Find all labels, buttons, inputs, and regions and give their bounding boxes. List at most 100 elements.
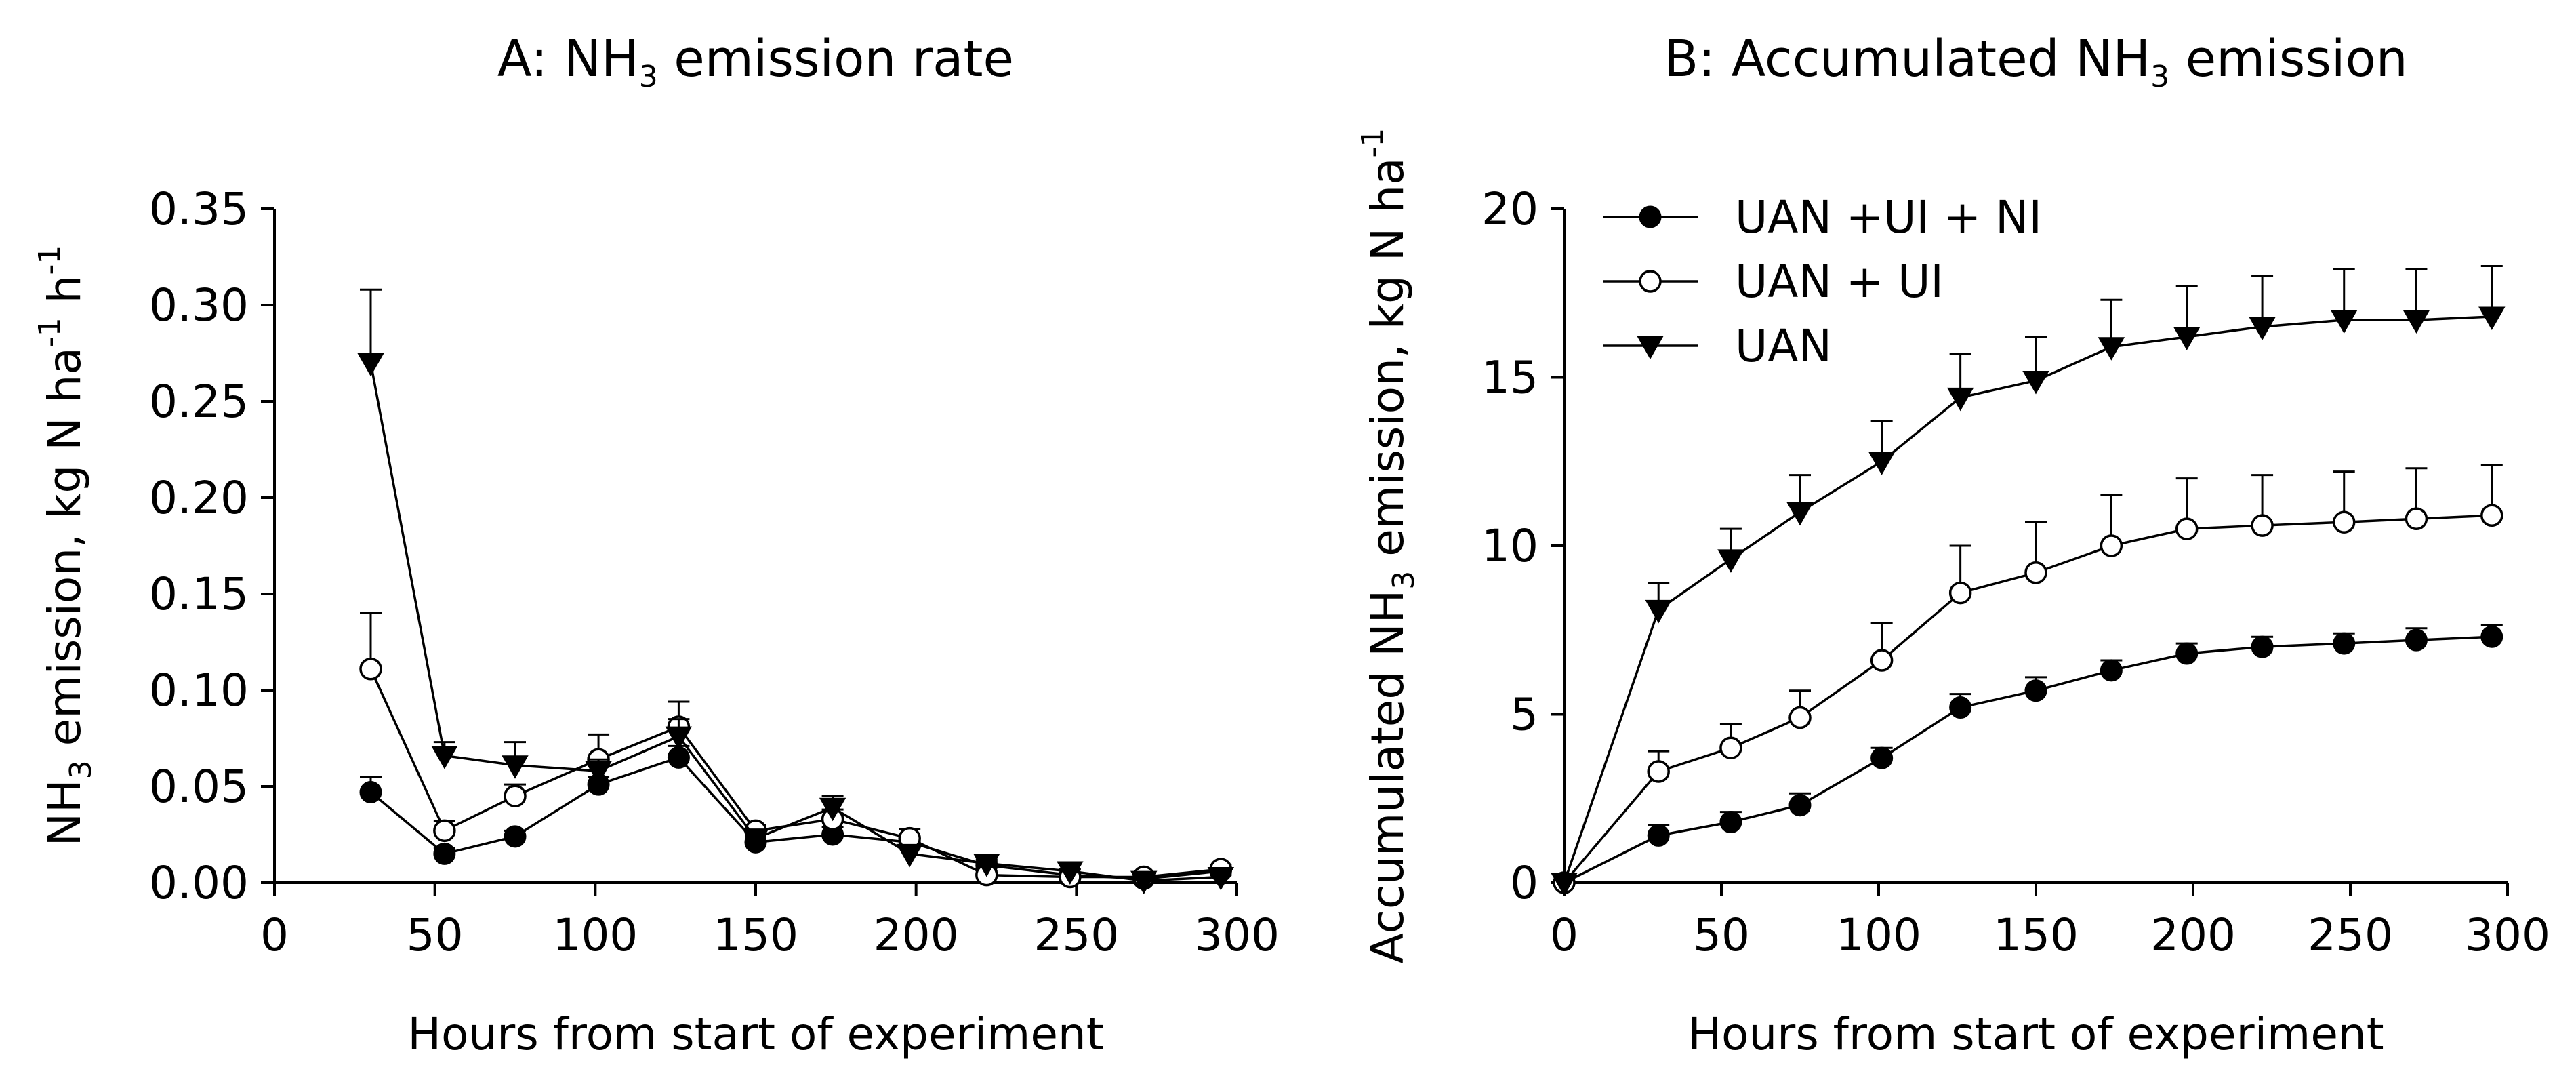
data-point — [2478, 306, 2506, 331]
data-point — [2024, 679, 2047, 702]
data-point — [1647, 824, 1670, 847]
text-part: emission rate — [658, 30, 1014, 88]
legend-marker — [1637, 336, 1664, 360]
y-axis-title: Accumulated NH3 emission, kg N ha-1 — [1355, 128, 1421, 964]
data-point — [2330, 310, 2358, 334]
data-point — [1788, 794, 1812, 817]
data-point — [1946, 387, 1974, 412]
series-open-circle — [359, 612, 1233, 889]
data-point — [1788, 706, 1812, 729]
text-part: 3 — [639, 60, 658, 94]
data-point — [502, 755, 529, 779]
x-tick-label: 300 — [2465, 909, 2550, 961]
y-tick-label: 0.10 — [149, 664, 249, 717]
series-line — [369, 756, 1221, 881]
y-tick-label: 20 — [1481, 183, 1538, 235]
y-axis-title: NH3 emission, kg N ha-1 h-1 — [33, 245, 98, 847]
data-point — [2405, 507, 2428, 530]
data-point — [2249, 317, 2276, 340]
x-tick-label: 200 — [874, 909, 959, 961]
data-point — [504, 825, 527, 848]
x-tick-label: 200 — [2150, 909, 2236, 961]
data-point — [1647, 760, 1670, 783]
legend-marker — [1639, 270, 1662, 293]
text-part: emission — [2169, 30, 2408, 88]
series-line — [1563, 635, 2492, 884]
series-filled-circle — [1553, 624, 2503, 894]
text-part: 3 — [1387, 571, 1421, 590]
x-tick-label: 100 — [1836, 909, 1921, 961]
x-tick-label: 150 — [713, 909, 798, 961]
y-tick-label: 0.00 — [149, 857, 249, 909]
data-point — [1719, 736, 1742, 759]
data-point — [2098, 337, 2125, 361]
text-part: -1 — [33, 245, 67, 275]
data-point — [665, 726, 693, 750]
text-part: NH — [39, 779, 91, 846]
y-tick-label: 0.20 — [149, 472, 249, 524]
series-line — [369, 362, 1221, 882]
data-point — [973, 854, 1000, 877]
text-part: emission, kg N ha — [39, 347, 91, 760]
legend-label: UAN + UI — [1735, 256, 1944, 308]
data-point — [1870, 649, 1894, 672]
x-tick-label: 50 — [1693, 909, 1750, 961]
x-tick-label: 250 — [1034, 909, 1119, 961]
data-point — [2480, 504, 2503, 527]
data-point — [2251, 635, 2274, 658]
data-point — [1207, 866, 1235, 891]
data-point — [2173, 327, 2201, 350]
data-point — [2100, 534, 2123, 557]
y-tick-label: 5 — [1510, 689, 1538, 741]
legend-label: UAN — [1735, 320, 1832, 372]
series-filled-triangle-down — [1551, 264, 2506, 897]
text-part: 3 — [64, 760, 98, 779]
legend: UAN +UI + NI UAN + UI UAN — [1603, 191, 2042, 372]
x-axis-title: Hours from start of experiment — [407, 1008, 1103, 1060]
data-point — [2333, 632, 2356, 655]
data-point — [1057, 861, 1084, 885]
x-tick-label: 0 — [1550, 909, 1578, 961]
chart-title: B: Accumulated NH3 emission — [1664, 30, 2407, 94]
series-filled-circle — [359, 744, 1232, 890]
data-point — [2175, 642, 2199, 665]
x-tick-label: 150 — [1993, 909, 2079, 961]
text-part: Accumulated NH — [1362, 590, 1414, 964]
data-point — [2332, 510, 2356, 534]
series-open-circle — [1553, 464, 2503, 894]
y-tick-label: 0 — [1510, 857, 1538, 909]
text-part: emission, kg N ha — [1362, 158, 1414, 571]
y-tick-label: 0.30 — [149, 279, 249, 332]
text-part: B: Accumulated NH — [1664, 30, 2150, 88]
data-point — [2405, 628, 2428, 652]
data-point — [1868, 452, 1896, 475]
data-point — [1949, 696, 1972, 719]
x-tick-label: 250 — [2308, 909, 2393, 961]
x-tick-label: 50 — [407, 909, 464, 961]
x-tick-label: 100 — [552, 909, 638, 961]
data-point — [1130, 870, 1158, 895]
data-point — [1645, 599, 1672, 624]
data-point — [2024, 561, 2047, 584]
data-point — [1551, 873, 1578, 897]
data-point — [667, 746, 690, 769]
series-filled-triangle-down — [357, 288, 1235, 895]
data-point — [1786, 502, 1814, 526]
data-point — [357, 353, 384, 377]
x-tick-label: 300 — [1194, 909, 1280, 961]
data-point — [431, 746, 458, 769]
data-point — [2480, 625, 2503, 648]
series-line — [1563, 315, 2492, 883]
x-axis-title: Hours from start of experiment — [1688, 1008, 2384, 1060]
x-tick-label: 0 — [260, 909, 289, 961]
text-part: A: NH — [497, 30, 639, 88]
text-part: -1 — [1355, 128, 1390, 158]
data-point — [585, 761, 612, 785]
data-point — [359, 781, 382, 804]
y-tick-label: 0.05 — [149, 761, 249, 813]
text-part: h — [39, 275, 91, 317]
series-line — [369, 668, 1221, 879]
data-point — [2175, 517, 2199, 540]
